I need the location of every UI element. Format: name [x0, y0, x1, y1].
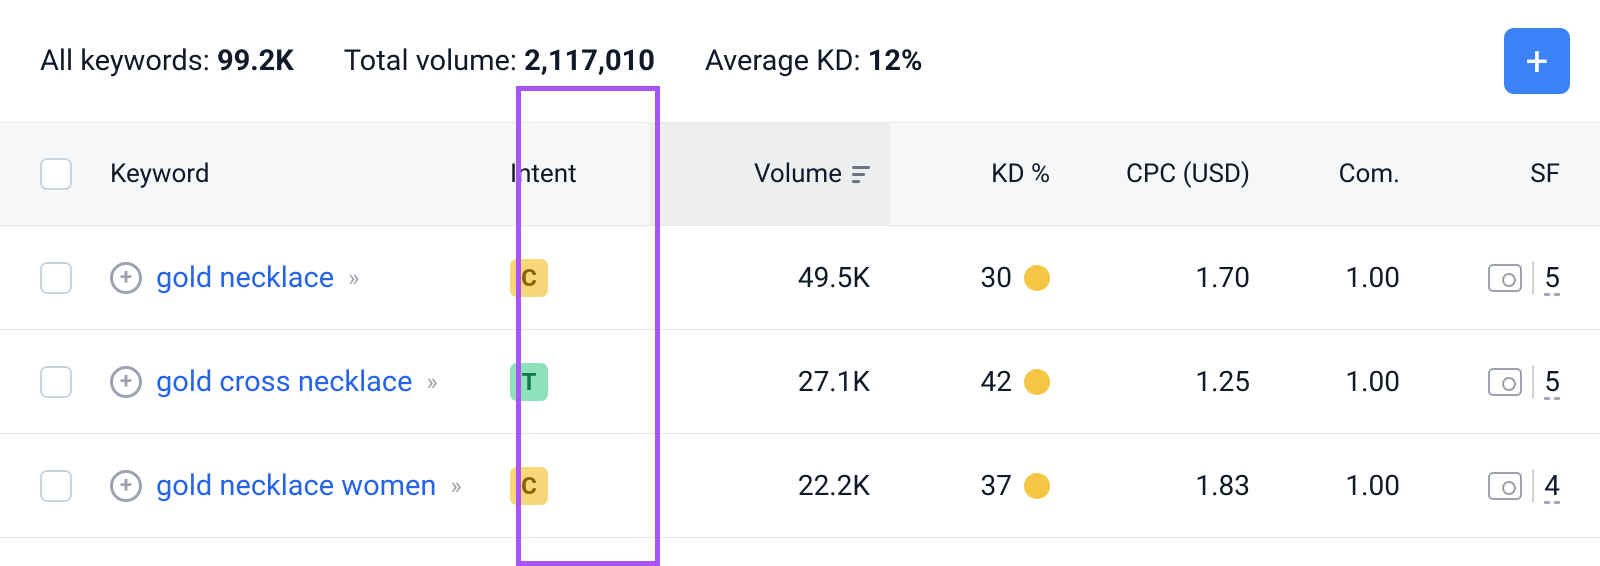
kd-cell: 37 [890, 469, 1060, 502]
kd-cell: 30 [890, 261, 1060, 294]
intent-badge[interactable]: C [510, 259, 548, 297]
add-keyword-icon[interactable]: + [110, 366, 142, 398]
kd-difficulty-dot-icon [1024, 265, 1050, 291]
sf-cell: 5 [1410, 365, 1560, 399]
keyword-cell: + gold necklace » [110, 239, 510, 317]
cpc-cell: 1.83 [1060, 469, 1260, 502]
table-row: + gold cross necklace » T 27.1K 42 1.251.00 5 [0, 330, 1600, 434]
kd-difficulty-dot-icon [1024, 473, 1050, 499]
header-com[interactable]: Com. [1260, 159, 1410, 189]
summary-total-volume: Total volume: 2,117,010 [344, 44, 655, 78]
table-row: + gold necklace » C 49.5K 30 1.701.00 5 [0, 226, 1600, 330]
keywords-table: Keyword Intent Volume KD % CPC (USD) Com… [0, 122, 1600, 538]
row-checkbox-cell [40, 366, 110, 398]
chevron-right-icon[interactable]: » [450, 472, 457, 500]
header-intent[interactable]: Intent [510, 159, 650, 189]
row-checkbox[interactable] [40, 470, 72, 502]
header-cpc[interactable]: CPC (USD) [1060, 159, 1260, 189]
kd-value: 37 [981, 469, 1012, 502]
add-keyword-icon[interactable]: + [110, 262, 142, 294]
intent-cell: C [510, 467, 650, 505]
volume-cell: 22.2K [650, 469, 890, 502]
add-button[interactable]: + [1504, 28, 1570, 94]
serp-features-icon[interactable] [1488, 264, 1522, 292]
sf-count[interactable]: 5 [1544, 261, 1560, 294]
select-all-checkbox[interactable] [40, 158, 72, 190]
summary-all-keywords: All keywords: 99.2K [40, 44, 294, 78]
row-checkbox-cell [40, 470, 110, 502]
com-cell: 1.00 [1260, 469, 1410, 502]
add-keyword-icon[interactable]: + [110, 470, 142, 502]
header-volume-label: Volume [754, 159, 842, 189]
sf-cell: 5 [1410, 261, 1560, 295]
keyword-cell: + gold necklace women » [110, 447, 510, 525]
summary-bar: All keywords: 99.2K Total volume: 2,117,… [0, 0, 1600, 122]
header-keyword[interactable]: Keyword [110, 159, 510, 189]
row-checkbox[interactable] [40, 366, 72, 398]
summary-total-volume-value: 2,117,010 [524, 44, 655, 78]
serp-features-icon[interactable] [1488, 472, 1522, 500]
keyword-cell: + gold cross necklace » [110, 343, 510, 421]
header-sf[interactable]: SF [1410, 159, 1560, 189]
kd-value: 42 [981, 365, 1012, 398]
sort-desc-icon [852, 166, 870, 183]
chevron-right-icon[interactable]: » [426, 368, 433, 396]
divider [1532, 365, 1534, 399]
table-header: Keyword Intent Volume KD % CPC (USD) Com… [0, 122, 1600, 226]
header-kd[interactable]: KD % [890, 159, 1060, 189]
summary-avg-kd-label: Average KD: [705, 44, 868, 78]
sf-cell: 4 [1410, 469, 1560, 503]
header-checkbox-cell [40, 158, 110, 190]
summary-all-keywords-label: All keywords: [40, 44, 217, 78]
volume-cell: 27.1K [650, 365, 890, 398]
com-cell: 1.00 [1260, 261, 1410, 294]
com-cell: 1.00 [1260, 365, 1410, 398]
intent-cell: T [510, 363, 650, 401]
volume-value: 49.5K [798, 261, 870, 294]
plus-icon: + [1526, 38, 1549, 85]
keyword-link[interactable]: gold necklace women [156, 469, 436, 503]
serp-features-icon[interactable] [1488, 368, 1522, 396]
header-volume[interactable]: Volume [650, 123, 890, 225]
keyword-link[interactable]: gold necklace [156, 261, 334, 295]
volume-value: 22.2K [798, 469, 870, 502]
kd-difficulty-dot-icon [1024, 369, 1050, 395]
summary-total-volume-label: Total volume: [344, 44, 524, 78]
summary-all-keywords-value: 99.2K [217, 44, 294, 78]
row-checkbox-cell [40, 262, 110, 294]
cpc-cell: 1.25 [1060, 365, 1260, 398]
kd-cell: 42 [890, 365, 1060, 398]
volume-value: 27.1K [798, 365, 870, 398]
divider [1532, 469, 1534, 503]
intent-cell: C [510, 259, 650, 297]
volume-cell: 49.5K [650, 261, 890, 294]
summary-avg-kd-value: 12% [868, 44, 923, 78]
kd-value: 30 [981, 261, 1012, 294]
intent-badge[interactable]: C [510, 467, 548, 505]
table-body: +gold necklace»C49.5K301.701.005+gold cr… [0, 226, 1600, 538]
sf-count[interactable]: 4 [1544, 469, 1560, 502]
row-checkbox[interactable] [40, 262, 72, 294]
keyword-link[interactable]: gold cross necklace [156, 365, 412, 399]
table-row: + gold necklace women » C 22.2K 37 1.831.00 4 [0, 434, 1600, 538]
sf-count[interactable]: 5 [1544, 365, 1560, 398]
chevron-right-icon[interactable]: » [348, 264, 355, 292]
intent-badge[interactable]: T [510, 363, 548, 401]
summary-avg-kd: Average KD: 12% [705, 44, 923, 78]
cpc-cell: 1.70 [1060, 261, 1260, 294]
divider [1532, 261, 1534, 295]
